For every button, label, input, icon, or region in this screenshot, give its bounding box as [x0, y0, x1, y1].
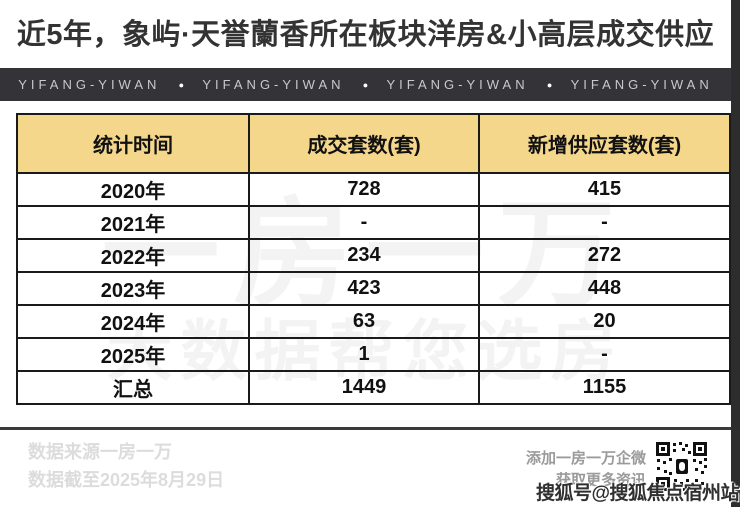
- qr-code: [655, 441, 708, 492]
- data-cutoff-line: 数据截至2025年8月29日: [28, 470, 225, 490]
- cell-new-supply: 1155: [478, 370, 731, 405]
- cell-period: 2021年: [16, 205, 250, 240]
- brand-strip: YIFANG-YIWAN ● YIFANG-YIWAN ● YIFANG-YIW…: [0, 68, 731, 101]
- cell-transactions: 423: [248, 271, 480, 306]
- cell-period: 汇总: [16, 370, 250, 405]
- table-row: 2023年 423 448: [16, 271, 731, 306]
- cell-new-supply: 448: [478, 271, 731, 306]
- cell-new-supply: 272: [478, 238, 731, 273]
- cell-period: 2025年: [16, 337, 250, 372]
- qr-caption-line: 获取更多资讯: [555, 472, 646, 489]
- page-title: 近5年，象屿·天誉蘭香所在板块洋房&小高层成交供应: [16, 19, 715, 51]
- cell-transactions: -: [248, 205, 480, 240]
- qr-caption-line: 添加一房一万企微: [525, 450, 646, 467]
- table-row-total: 汇总 1449 1155: [16, 370, 731, 405]
- cell-new-supply: -: [478, 337, 731, 372]
- brand-label: YIFANG-YIWAN: [202, 77, 345, 92]
- cell-period: 2024年: [16, 304, 250, 339]
- cell-transactions: 728: [248, 172, 480, 207]
- brand-label: YIFANG-YIWAN: [386, 77, 529, 92]
- qr-caption: 添加一房一万企微 获取更多资讯: [526, 448, 646, 492]
- cell-period: 2022年: [16, 238, 250, 273]
- cell-new-supply: 20: [478, 304, 731, 339]
- table-row: 2020年 728 415: [16, 172, 731, 207]
- cell-period: 2020年: [16, 172, 250, 207]
- cell-period: 2023年: [16, 271, 250, 306]
- cell-transactions: 1: [248, 337, 480, 372]
- dot-separator-icon: ●: [362, 79, 369, 90]
- footer-divider: [0, 427, 731, 430]
- dot-separator-icon: ●: [178, 79, 185, 90]
- table-row: 2024年 63 20: [16, 304, 731, 339]
- table-row: 2025年 1 -: [16, 337, 731, 372]
- header-transactions: 成交套数(套): [248, 113, 480, 174]
- supply-transaction-table: 统计时间 成交套数(套) 新增供应套数(套) 2020年 728 415 202…: [16, 113, 731, 405]
- cell-new-supply: 415: [478, 172, 731, 207]
- data-source-note: 数据来源一房一万 数据截至2025年8月29日: [28, 438, 224, 494]
- brand-label: YIFANG-YIWAN: [18, 77, 161, 92]
- sohu-account-watermark: 搜狐号@搜狐焦点宿州站: [535, 483, 740, 504]
- dot-separator-icon: ●: [546, 79, 553, 90]
- cell-transactions: 1449: [248, 370, 480, 405]
- table-row: 2022年 234 272: [16, 238, 731, 273]
- header-new-supply: 新增供应套数(套): [478, 113, 731, 174]
- data-source-line: 数据来源一房一万: [28, 442, 172, 462]
- brand-label: YIFANG-YIWAN: [570, 77, 713, 92]
- header-period: 统计时间: [16, 113, 250, 174]
- cell-new-supply: -: [478, 205, 731, 240]
- cell-transactions: 63: [248, 304, 480, 339]
- right-edge-band: [731, 0, 740, 507]
- cell-transactions: 234: [248, 238, 480, 273]
- table-row: 2021年 - -: [16, 205, 731, 240]
- table-header-row: 统计时间 成交套数(套) 新增供应套数(套): [16, 113, 731, 174]
